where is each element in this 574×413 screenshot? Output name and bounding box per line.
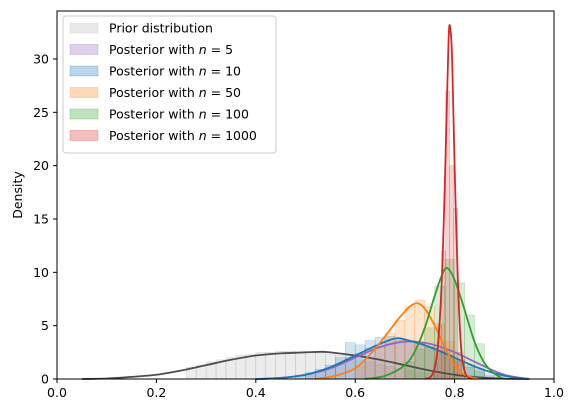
histogram-bar <box>374 345 386 380</box>
legend-label: Posterior with n = 5 <box>109 42 233 57</box>
legend-swatch <box>69 130 99 141</box>
x-tick-label: 1.0 <box>544 385 564 400</box>
legend-label: Posterior with n = 100 <box>109 107 249 122</box>
plot-frame <box>56 10 555 380</box>
y-axis: 0 5 10 15 20 25 30 <box>33 52 57 387</box>
legend: Prior distribution Posterior with n = 5 Po… <box>62 15 277 154</box>
histogram-bar <box>364 357 376 380</box>
legend-box <box>62 15 277 154</box>
y-tick-label: 25 <box>33 105 49 120</box>
histogram-bar <box>285 351 296 380</box>
density-curve-4 <box>364 267 505 380</box>
y-tick-label: 5 <box>41 318 49 333</box>
y-tick-label: 15 <box>33 212 49 227</box>
legend-swatch <box>69 87 99 98</box>
histogram-bar <box>265 352 276 380</box>
density-curve-0 <box>81 350 530 380</box>
legend-swatch <box>69 44 99 55</box>
legend-label: Posterior with n = 50 <box>109 85 241 100</box>
y-axis-label: Density <box>10 171 25 219</box>
histogram-bar <box>414 348 426 380</box>
histogram-bar <box>255 352 266 380</box>
legend-swatch <box>69 65 99 77</box>
kde-curves <box>81 24 530 380</box>
x-tick-label: 0.6 <box>345 385 365 400</box>
legend-label: Prior distribution <box>109 21 213 36</box>
histogram-bar <box>245 354 257 380</box>
legend-swatch <box>69 22 99 34</box>
legend-label: Posterior with n = 10 <box>109 64 241 79</box>
legend-label: Posterior with n = 1000 <box>109 128 257 143</box>
x-tick-label: 0.2 <box>146 385 166 400</box>
x-tick-label: 0.0 <box>47 385 67 400</box>
x-tick-label: 0.4 <box>246 385 266 400</box>
y-tick-label: 0 <box>41 372 49 387</box>
density-curve-2 <box>255 337 530 380</box>
y-tick-label: 30 <box>33 52 49 67</box>
histogram-series-0 <box>185 351 455 380</box>
density-curve-3 <box>315 302 480 380</box>
x-axis: 0.0 0.2 0.4 0.6 0.8 1.0 <box>47 379 564 400</box>
histogram-bar <box>275 351 286 380</box>
y-tick-label: 10 <box>33 265 49 280</box>
y-tick-label: 20 <box>33 158 49 173</box>
x-tick-label: 0.8 <box>445 385 465 400</box>
legend-swatch <box>69 108 99 120</box>
density-curve-5 <box>424 24 473 380</box>
